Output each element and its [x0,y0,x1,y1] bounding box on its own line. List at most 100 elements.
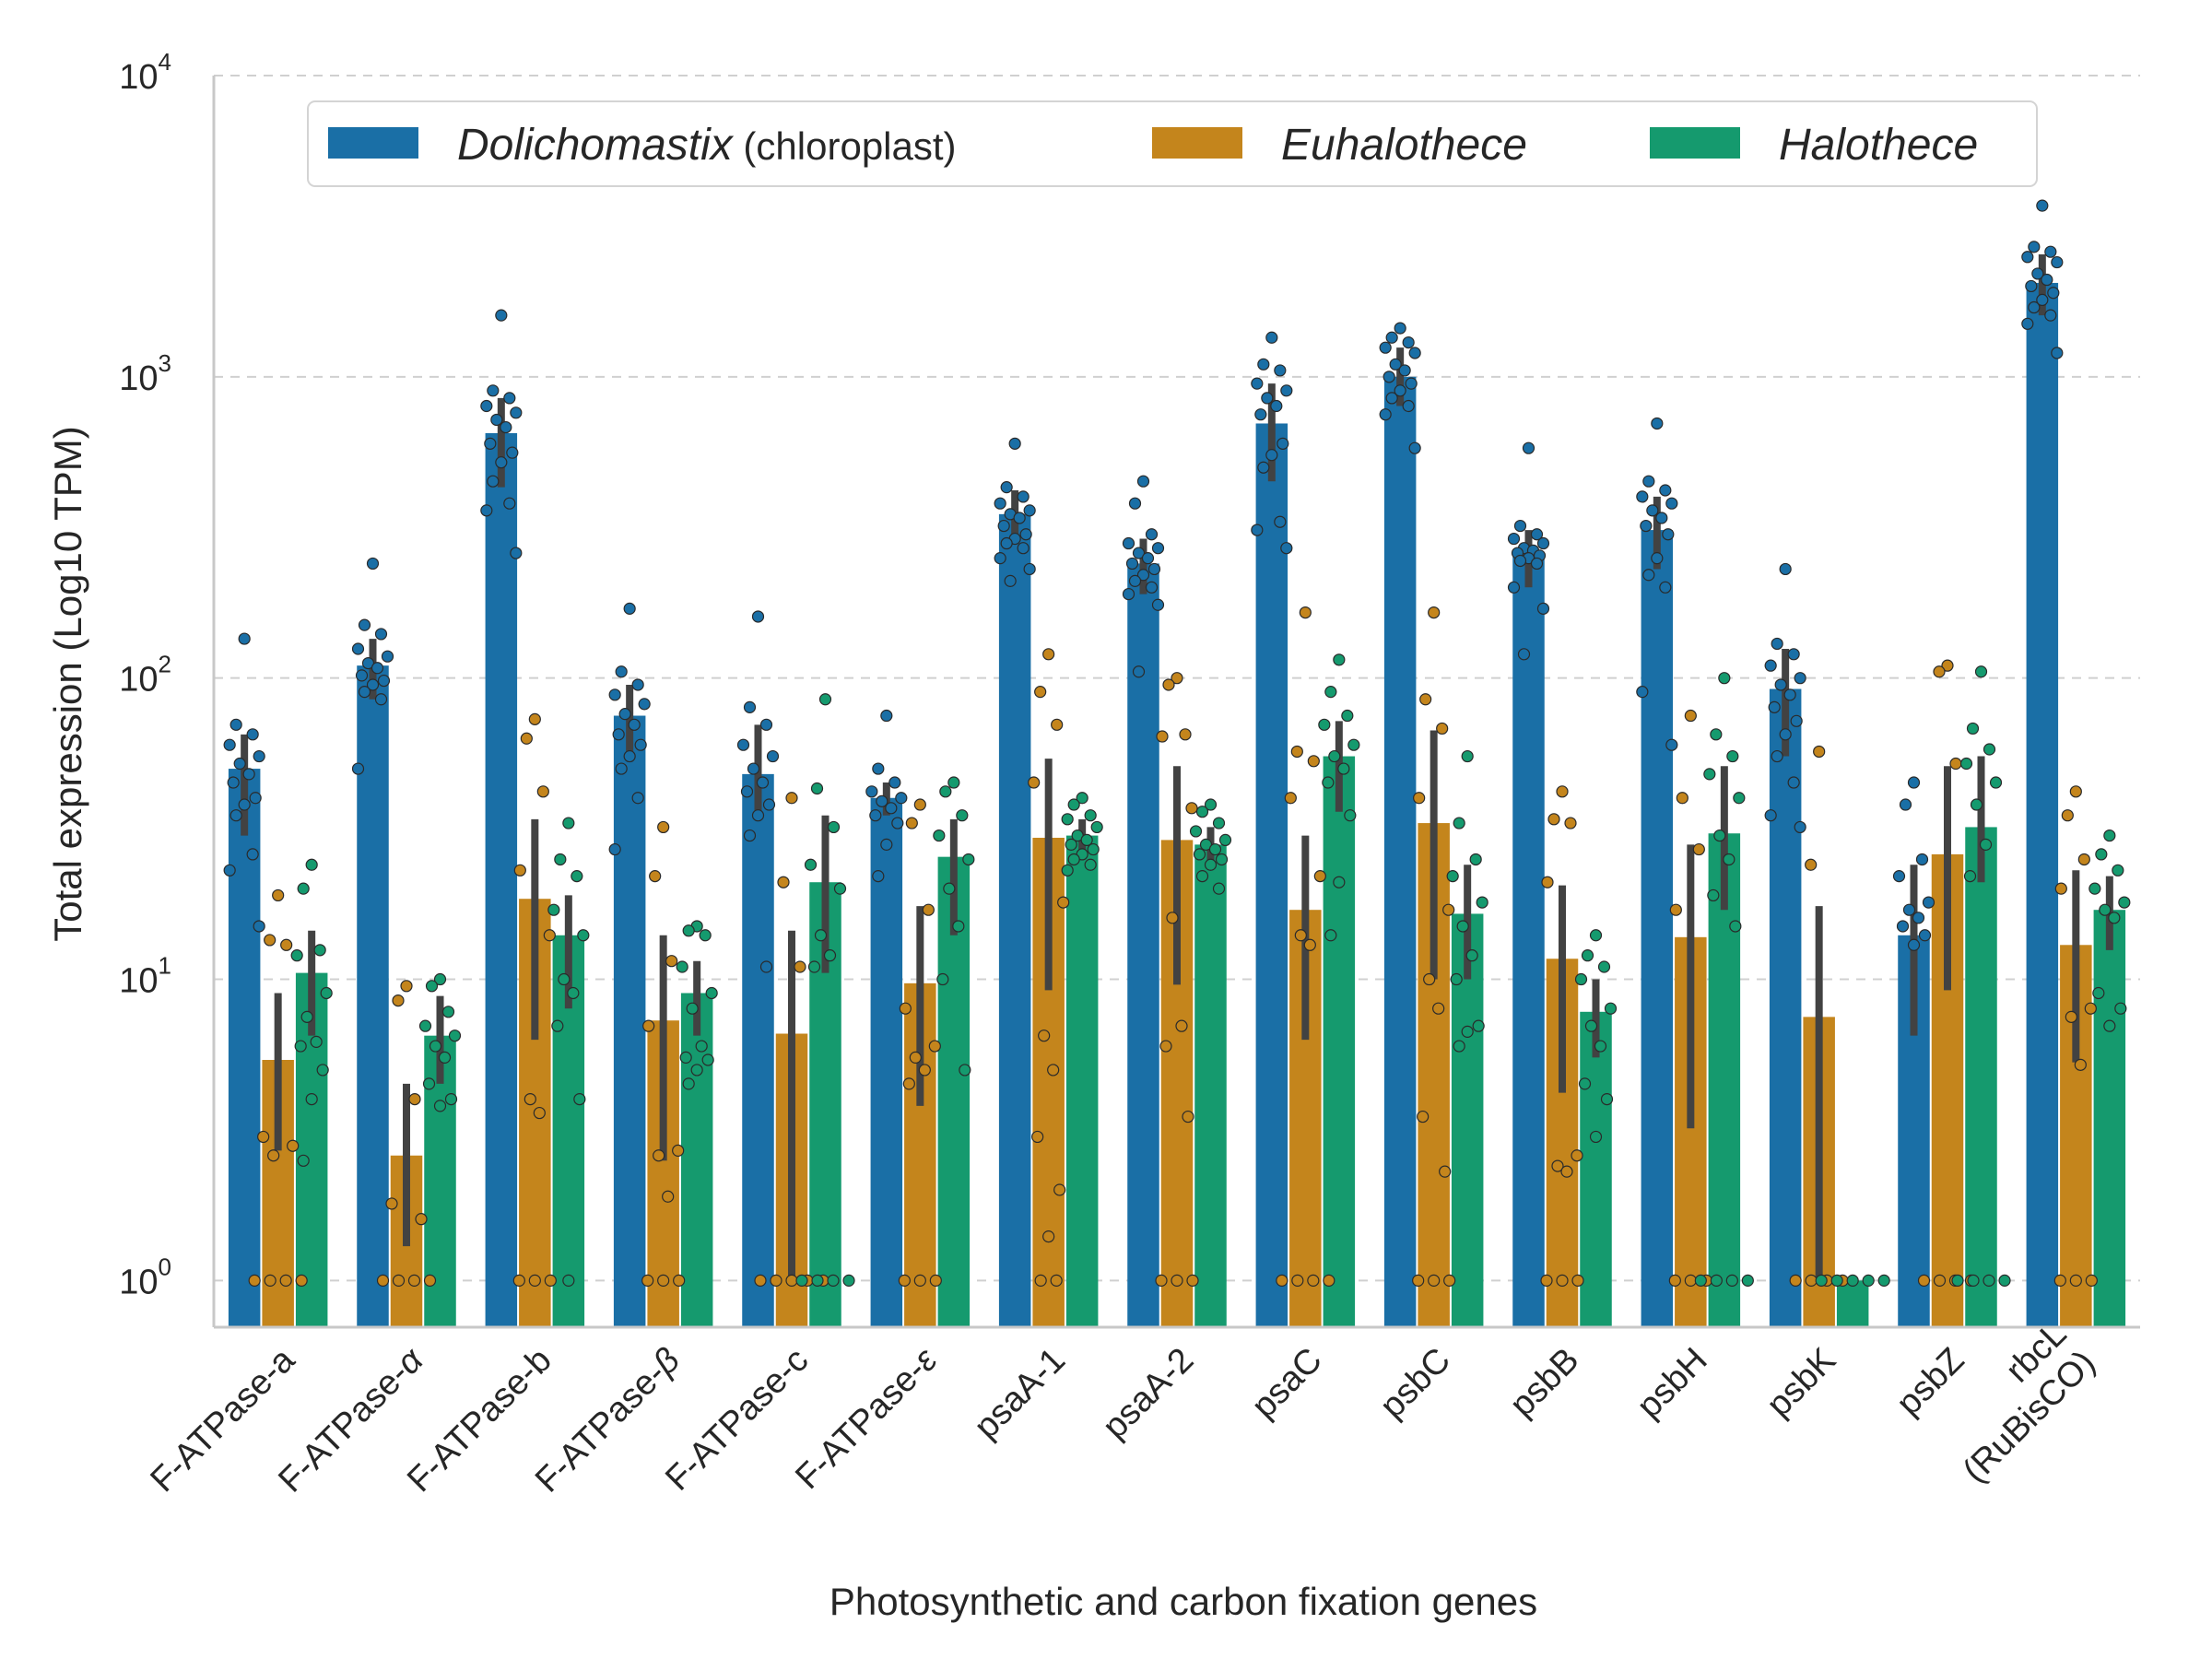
point-s1-c9-6 [1432,1002,1445,1015]
point-s0-c4-4 [766,749,780,763]
point-s2-c14-5 [2099,903,2112,916]
point-s2-c7-9 [1204,858,1218,871]
point-s0-c2-6 [500,420,512,434]
point-s2-c13-8 [1951,1274,1964,1287]
point-s1-c5-9 [913,1274,926,1287]
point-s1-c0-6 [248,1274,261,1287]
point-s0-c14-4 [2051,255,2064,269]
bar-s0-c0 [228,769,261,1327]
bar-s2-c7 [1194,844,1227,1327]
point-s0-c7-12 [1122,587,1135,601]
point-s1-c4-5 [785,1274,798,1287]
point-s0-c9-10 [1385,392,1398,405]
point-s1-c6-11 [1050,1274,1063,1287]
point-s1-c1-8 [423,1274,437,1287]
point-s2-c9-2 [1469,853,1482,866]
point-s1-c12-0 [1813,745,1826,759]
point-s0-c10-13 [1536,602,1550,615]
point-s2-c13-10 [1983,1274,1995,1287]
point-s0-c6-13 [1023,562,1036,576]
point-s0-c10-12 [1507,581,1521,594]
point-s1-c8-10 [1323,1274,1335,1287]
point-s0-c2-2 [503,392,516,405]
point-s0-c0-1 [229,718,242,731]
point-s0-c13-0 [1907,776,1921,789]
point-s0-c11-12 [1636,686,1649,699]
point-s2-c2-2 [571,870,583,883]
point-s0-c8-12 [1251,524,1264,536]
point-s2-c0-2 [313,944,326,957]
x-tick-label-11: psbH [1630,1341,1714,1426]
point-s0-c3-8 [634,738,647,751]
bar-s2-c10 [1580,1011,1612,1327]
point-s2-c2-1 [554,853,567,866]
point-s2-c7-11 [1212,882,1226,895]
point-s1-c14-8 [2069,1274,2082,1287]
point-s0-c8-9 [1265,449,1278,462]
x-tick-label-10: psbB [1502,1341,1586,1425]
point-s2-c5-0 [947,776,960,789]
point-s0-c0-2 [246,728,259,741]
point-s1-c10-7 [1540,1274,1553,1287]
point-s0-c7-9 [1136,569,1150,582]
y-tick-label-2: 102 [119,651,171,700]
point-s0-c2-0 [495,309,508,322]
point-s1-c10-9 [1571,1274,1584,1287]
point-s1-c4-2 [794,960,806,973]
point-s1-c13-0 [1941,659,1954,672]
point-s2-c8-8 [1344,809,1357,822]
point-s2-c7-1 [1195,806,1209,818]
point-s1-c7-0 [1171,672,1183,685]
point-s1-c5-1 [905,817,918,830]
point-s0-c6-4 [1023,504,1036,517]
point-s0-c10-11 [1530,557,1544,571]
point-s2-c13-9 [1967,1274,1980,1287]
point-s0-c6-8 [1019,528,1032,541]
point-s2-c1-6 [438,1051,452,1064]
x-tick-label-13: psbZ [1889,1341,1971,1423]
point-s1-c3-3 [642,1019,655,1032]
point-s0-c0-3 [223,738,236,751]
point-s1-c2-5 [524,1092,536,1106]
point-s1-c11-2 [1692,842,1705,856]
bar-s0-c11 [1641,530,1674,1327]
point-s0-c5-0 [880,709,893,723]
point-s2-c8-1 [1324,686,1337,699]
bar-s0-c14 [2026,282,2059,1327]
point-s2-c1-0 [433,972,447,986]
point-s2-c14-1 [2095,848,2108,861]
point-s2-c13-0 [1974,665,1988,678]
point-s2-c0-7 [294,1040,307,1053]
point-s2-c7-10 [1195,870,1209,883]
point-s0-c11-11 [1659,581,1672,594]
point-s1-c14-2 [2077,853,2090,866]
point-s1-c3-1 [649,870,662,883]
point-s1-c14-6 [2074,1058,2087,1071]
bar-s0-c7 [1127,563,1159,1327]
x-tick-label-5: F-ATPase-ε [788,1340,945,1497]
point-s2-c1-5 [429,1040,442,1053]
point-s1-c3-9 [673,1274,686,1287]
bar-s0-c10 [1512,553,1545,1327]
point-s2-c11-7 [1707,888,1720,902]
x-tick-label-8: psaC [1244,1341,1329,1426]
point-s0-c10-10 [1513,554,1527,568]
point-s2-c2-4 [577,929,590,942]
point-s2-c7-3 [1189,825,1203,838]
point-s2-c13-1 [1966,722,1980,735]
point-s0-c9-7 [1382,371,1395,383]
point-s2-c13-5 [1970,798,1983,811]
point-s2-c5-8 [959,1064,971,1077]
point-s1-c9-3 [1413,792,1426,805]
point-s0-c12-10 [1771,749,1783,763]
point-s0-c3-10 [615,762,628,775]
point-s2-c3-5 [686,1002,699,1015]
point-s0-c13-8 [1918,929,1932,942]
point-s1-c14-3 [2054,882,2067,895]
point-s0-c6-0 [1008,437,1021,450]
point-s2-c11-0 [1718,672,1731,685]
error-bars [241,253,2113,1281]
point-s2-c11-1 [1710,728,1723,741]
point-s2-c4-1 [810,782,824,795]
point-s2-c6-6 [1080,833,1093,846]
